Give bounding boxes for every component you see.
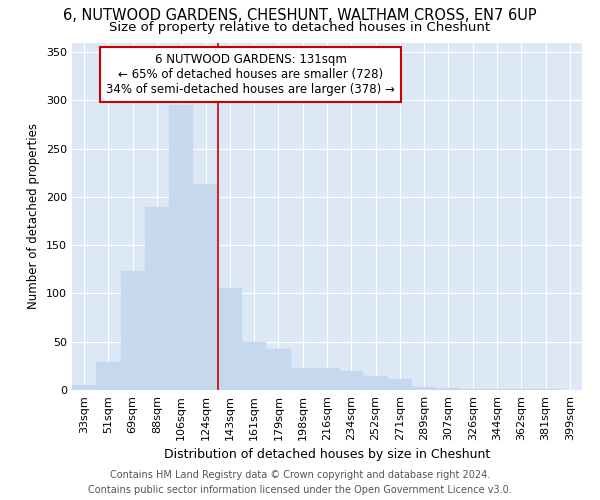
Bar [242,342,266,390]
Bar [121,272,145,390]
Bar [145,206,169,390]
Bar [290,368,315,390]
Bar [72,385,96,390]
Bar [461,389,485,390]
Y-axis label: Number of detached properties: Number of detached properties [28,123,40,309]
Bar [169,105,193,390]
Bar [509,389,533,390]
Text: Contains HM Land Registry data © Crown copyright and database right 2024.
Contai: Contains HM Land Registry data © Crown c… [88,470,512,495]
Bar [193,184,218,390]
Bar [533,389,558,390]
Bar [266,350,290,390]
Text: 6, NUTWOOD GARDENS, CHESHUNT, WALTHAM CROSS, EN7 6UP: 6, NUTWOOD GARDENS, CHESHUNT, WALTHAM CR… [63,8,537,22]
Bar [436,388,461,390]
Bar [388,380,412,390]
Bar [485,389,509,390]
Text: Size of property relative to detached houses in Cheshunt: Size of property relative to detached ho… [109,22,491,35]
X-axis label: Distribution of detached houses by size in Cheshunt: Distribution of detached houses by size … [164,448,490,462]
Bar [412,387,436,390]
Bar [96,362,121,390]
Bar [339,370,364,390]
Bar [364,376,388,390]
Bar [218,288,242,390]
Bar [315,368,339,390]
Text: 6 NUTWOOD GARDENS: 131sqm
← 65% of detached houses are smaller (728)
34% of semi: 6 NUTWOOD GARDENS: 131sqm ← 65% of detac… [106,53,395,96]
